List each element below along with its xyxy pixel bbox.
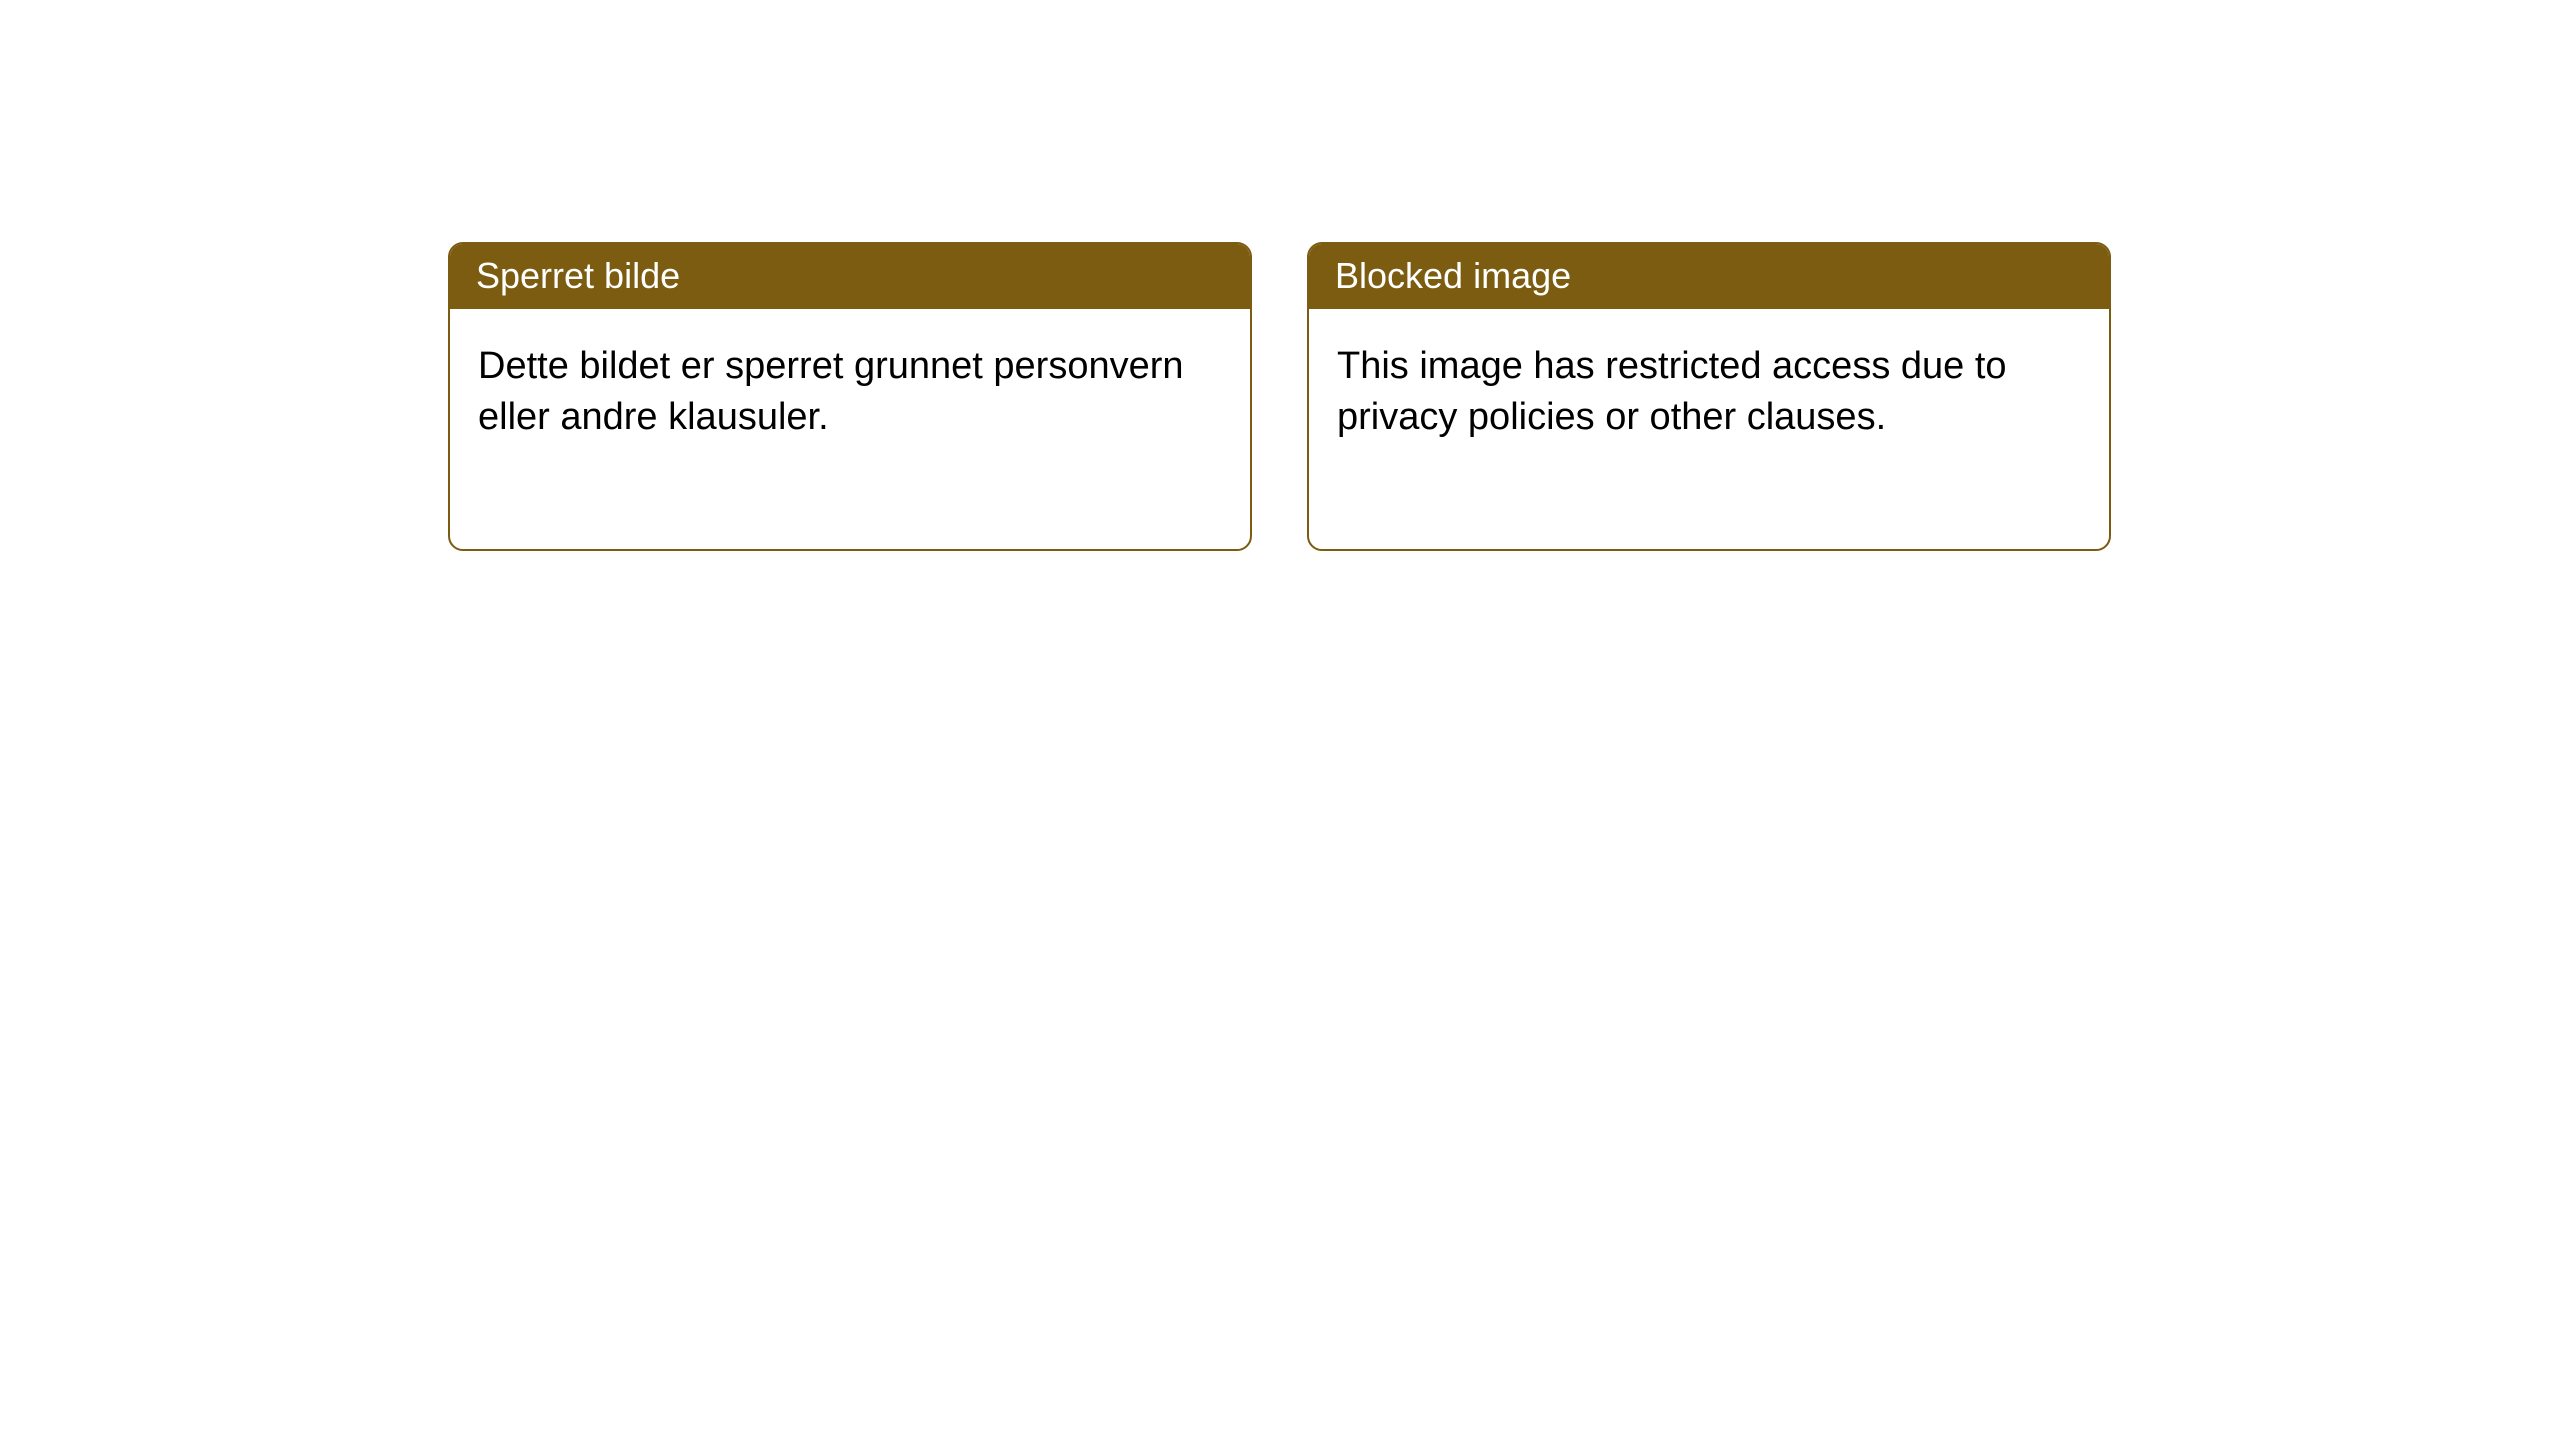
notice-container: Sperret bilde Dette bildet er sperret gr… bbox=[0, 0, 2560, 551]
notice-body: This image has restricted access due to … bbox=[1309, 309, 2109, 549]
notice-card-english: Blocked image This image has restricted … bbox=[1307, 242, 2111, 551]
notice-header: Blocked image bbox=[1309, 244, 2109, 309]
notice-card-norwegian: Sperret bilde Dette bildet er sperret gr… bbox=[448, 242, 1252, 551]
notice-header: Sperret bilde bbox=[450, 244, 1250, 309]
notice-body: Dette bildet er sperret grunnet personve… bbox=[450, 309, 1250, 549]
